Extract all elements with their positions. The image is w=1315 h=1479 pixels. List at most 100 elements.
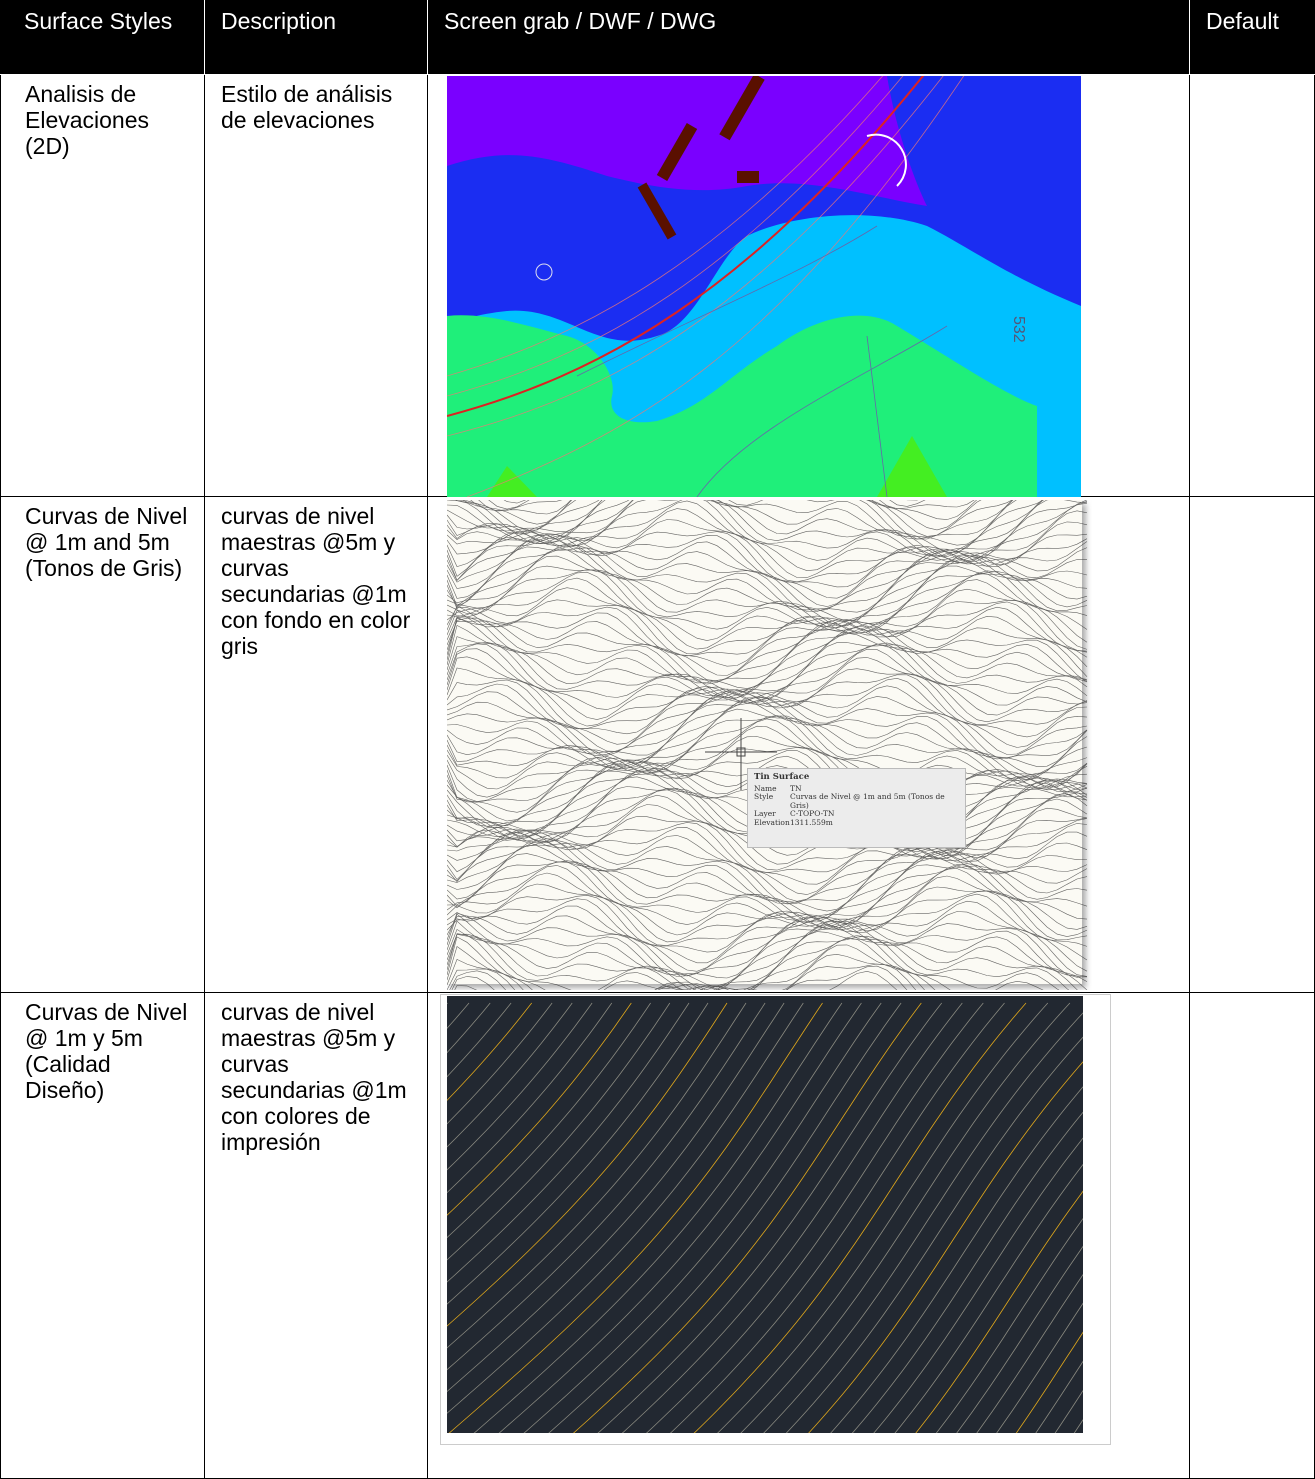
contour-grey-image bbox=[447, 500, 1088, 990]
contour-line bbox=[447, 617, 1088, 684]
contour-line bbox=[646, 1002, 984, 1433]
header-cell: Default bbox=[1190, 0, 1315, 75]
contour-line bbox=[447, 668, 1088, 735]
contour-line bbox=[447, 1002, 553, 1125]
contour-line bbox=[447, 677, 1088, 752]
contour-line bbox=[447, 1002, 690, 1283]
contour-line bbox=[447, 845, 1088, 923]
contour-line bbox=[447, 1002, 709, 1305]
contour-line bbox=[447, 890, 1088, 964]
contour-line bbox=[447, 573, 1088, 650]
contour-line bbox=[447, 937, 1044, 990]
contour-line bbox=[447, 544, 1088, 613]
header-cell: Screen grab / DWF / DWG bbox=[428, 0, 1190, 75]
contour-line bbox=[447, 534, 1088, 607]
contour-line bbox=[447, 875, 1088, 946]
contour-line bbox=[447, 1002, 804, 1414]
contour-line bbox=[447, 900, 1088, 977]
tooltip-value: Curvas de Nivel @ 1m and 5m (Tonos de Gr… bbox=[790, 792, 945, 810]
contour-line bbox=[447, 1002, 533, 1101]
contour-line bbox=[447, 697, 1088, 776]
contour-line bbox=[1111, 1003, 1112, 1435]
contour-line bbox=[447, 643, 1088, 720]
contour-line bbox=[447, 1002, 651, 1239]
contour-line bbox=[448, 1002, 823, 1433]
contour-line bbox=[447, 838, 1088, 912]
contour-line bbox=[548, 1002, 902, 1433]
contour-line bbox=[447, 624, 1088, 699]
contour-line bbox=[935, 1218, 1083, 1433]
header-cell: Description bbox=[205, 0, 428, 75]
contour-line bbox=[447, 521, 1088, 588]
contour-line bbox=[851, 1111, 1083, 1433]
contour-line bbox=[447, 500, 1088, 556]
contour-line bbox=[447, 755, 1088, 826]
contour-line bbox=[447, 1002, 632, 1216]
contour-line bbox=[447, 1002, 766, 1371]
contour-line bbox=[785, 1036, 1083, 1433]
contour-line bbox=[447, 931, 1078, 990]
contour-line bbox=[447, 538, 1088, 612]
contour-line bbox=[873, 1137, 1083, 1433]
contour-line bbox=[447, 599, 1088, 667]
contour-line bbox=[447, 1002, 728, 1327]
contour-line bbox=[447, 736, 1088, 803]
contour-line bbox=[447, 715, 1088, 790]
contour-line bbox=[447, 1002, 613, 1194]
contour-line bbox=[621, 1002, 963, 1433]
contour-line bbox=[693, 1002, 1027, 1433]
contour-line bbox=[447, 695, 1088, 759]
contour-line bbox=[447, 1002, 785, 1393]
contour-line bbox=[447, 823, 1088, 902]
contour-line bbox=[447, 685, 1088, 756]
contour-line bbox=[447, 935, 1060, 990]
contour-line bbox=[447, 641, 1088, 698]
contour-line bbox=[447, 920, 1088, 988]
contour-line bbox=[447, 944, 936, 990]
contour-line bbox=[447, 698, 1088, 760]
contour-line bbox=[447, 817, 1088, 885]
default-cell bbox=[1190, 75, 1315, 497]
contour-line bbox=[763, 1012, 1083, 1433]
contour-line bbox=[498, 1002, 862, 1433]
contour-line bbox=[447, 696, 1088, 767]
contour-line bbox=[447, 868, 1088, 943]
contour-line bbox=[597, 1002, 943, 1433]
contour-line bbox=[523, 1002, 882, 1433]
contour-line bbox=[808, 1061, 1083, 1433]
contour-line bbox=[447, 924, 1088, 990]
contour-line bbox=[456, 500, 982, 531]
tooltip-key: Layer bbox=[754, 809, 776, 818]
contour-line bbox=[447, 763, 1088, 831]
contour-line bbox=[740, 1002, 1071, 1433]
contour-line bbox=[447, 725, 1088, 802]
contour-line bbox=[447, 1002, 593, 1171]
contour-line bbox=[447, 933, 1070, 990]
contour-line bbox=[447, 1002, 512, 1078]
default-cell bbox=[1190, 497, 1315, 993]
tooltip-key: Elevation bbox=[754, 817, 790, 827]
contour-line bbox=[447, 708, 1088, 781]
tooltip-title: Tin Surface bbox=[754, 772, 810, 782]
elevation-image: 532 bbox=[447, 76, 1081, 497]
contour-line bbox=[447, 606, 1088, 683]
contour-line bbox=[447, 500, 1044, 557]
contour-line bbox=[1035, 1360, 1083, 1433]
contour-line bbox=[447, 500, 1045, 553]
contour-line bbox=[447, 793, 1088, 865]
tooltip: Tin Surface Name TN Style Curvas de Nivel … bbox=[747, 768, 966, 848]
header-cell: Surface Styles bbox=[0, 0, 205, 75]
map-label: 532 bbox=[1010, 316, 1027, 343]
contour-line bbox=[670, 1002, 1005, 1433]
contour-line bbox=[447, 615, 1088, 685]
tooltip-value: TN bbox=[790, 783, 802, 793]
contour-line bbox=[447, 750, 1088, 822]
contour-line bbox=[447, 853, 1088, 923]
contour-line bbox=[447, 579, 1088, 655]
contour-line bbox=[447, 500, 1043, 558]
tooltip-value: C-TOPO-TN bbox=[790, 809, 835, 818]
contour-line bbox=[447, 715, 1088, 779]
contour-line bbox=[996, 1302, 1083, 1433]
tooltip-value: 1311.559m bbox=[790, 817, 833, 827]
